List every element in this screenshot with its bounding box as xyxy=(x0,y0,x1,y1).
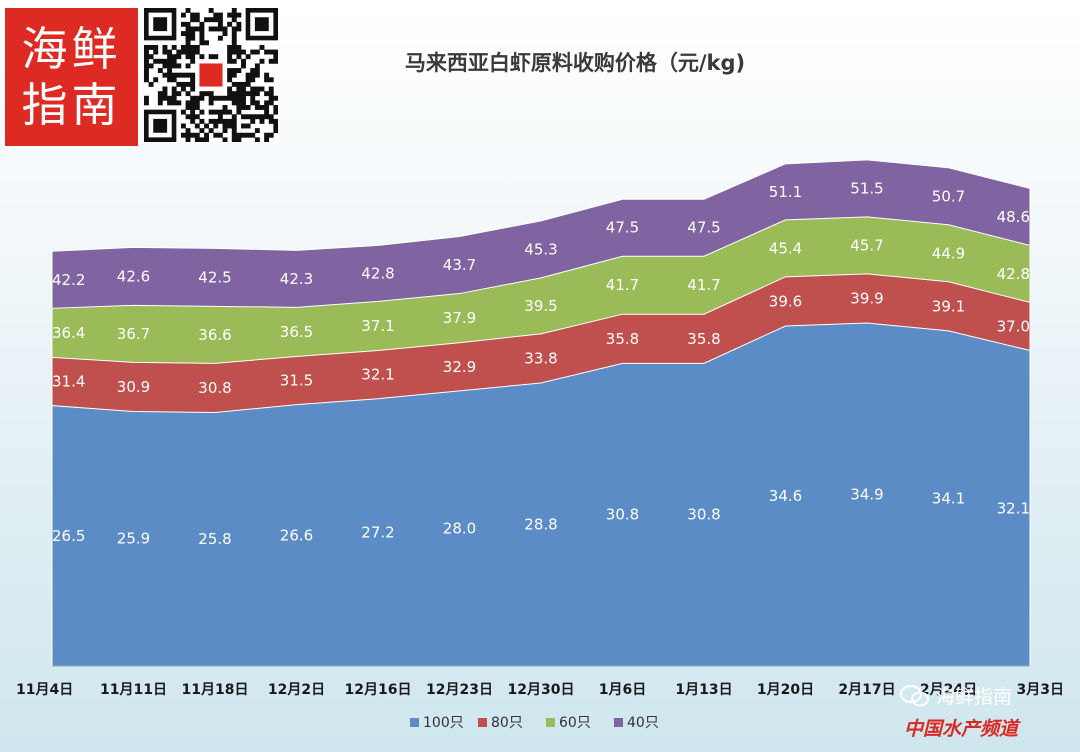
legend-swatch-2 xyxy=(546,718,555,727)
data-label-1-1: 30.9 xyxy=(117,378,150,396)
logo-line-1: 海鲜 xyxy=(21,22,122,76)
data-label-2-5: 37.9 xyxy=(443,309,476,327)
data-label-3-7: 47.5 xyxy=(606,219,639,237)
x-tick-label-10: 2月17日 xyxy=(838,682,895,698)
x-tick-label-12: 3月3日 xyxy=(1017,682,1064,698)
x-tick-label-1: 11月11日 xyxy=(100,682,167,698)
data-label-0-8: 30.8 xyxy=(687,506,720,524)
data-label-2-1: 36.7 xyxy=(117,325,150,343)
x-tick-label-8: 1月13日 xyxy=(675,682,732,698)
data-label-3-6: 45.3 xyxy=(524,240,557,258)
data-label-1-8: 35.8 xyxy=(687,330,720,348)
x-tick-label-6: 12月30日 xyxy=(508,682,575,698)
legend-label-2: 60只 xyxy=(559,715,591,731)
data-label-3-1: 42.6 xyxy=(117,267,150,285)
data-label-1-6: 33.8 xyxy=(524,349,557,367)
data-label-0-5: 28.0 xyxy=(443,519,476,537)
x-tick-label-4: 12月16日 xyxy=(345,682,412,698)
x-tick-label-7: 1月6日 xyxy=(599,682,646,698)
data-label-0-0: 26.5 xyxy=(52,527,85,545)
data-label-3-10: 51.5 xyxy=(850,179,883,197)
data-label-1-7: 35.8 xyxy=(606,330,639,348)
data-label-3-2: 42.5 xyxy=(198,268,231,286)
data-label-0-6: 28.8 xyxy=(524,515,557,533)
data-label-0-2: 25.8 xyxy=(198,530,231,548)
data-label-1-5: 32.9 xyxy=(443,358,476,376)
data-label-2-0: 36.4 xyxy=(52,324,85,342)
data-label-3-12: 48.6 xyxy=(997,208,1030,226)
data-label-1-9: 39.6 xyxy=(769,292,802,310)
data-label-1-0: 31.4 xyxy=(52,373,85,391)
x-tick-label-9: 1月20日 xyxy=(757,682,814,698)
legend-label-1: 80只 xyxy=(491,715,523,731)
data-label-2-2: 36.6 xyxy=(198,326,231,344)
data-label-3-3: 42.3 xyxy=(280,270,313,288)
data-label-2-11: 44.9 xyxy=(932,244,965,262)
x-tick-label-0: 11月4日 xyxy=(16,682,73,698)
data-label-2-12: 42.8 xyxy=(997,265,1030,283)
area-series-0 xyxy=(51,322,1031,667)
data-label-0-3: 26.6 xyxy=(280,526,313,544)
data-label-3-5: 43.7 xyxy=(443,256,476,274)
legend-swatch-1 xyxy=(478,718,487,727)
data-label-0-7: 30.8 xyxy=(606,506,639,524)
legend: 100只 80只 60只 40只 xyxy=(410,715,659,731)
watermark-subtitle: 中国水产频道 xyxy=(904,718,1019,740)
legend-swatch-0 xyxy=(410,718,419,727)
data-label-2-8: 41.7 xyxy=(687,276,720,294)
data-label-1-12: 37.0 xyxy=(997,317,1030,335)
data-label-0-1: 25.9 xyxy=(117,530,150,548)
data-label-2-7: 41.7 xyxy=(606,276,639,294)
watermark-name: 海鲜指南 xyxy=(936,686,1013,708)
data-label-3-11: 50.7 xyxy=(932,187,965,205)
data-label-2-4: 37.1 xyxy=(361,317,394,335)
legend-swatch-3 xyxy=(614,718,623,727)
data-label-3-4: 42.8 xyxy=(361,264,394,282)
logo-line-2: 指南 xyxy=(21,78,122,132)
data-label-2-6: 39.5 xyxy=(524,297,557,315)
chat-bubble-icon xyxy=(900,685,929,707)
data-label-1-10: 39.9 xyxy=(850,289,883,307)
data-label-2-3: 36.5 xyxy=(280,323,313,341)
x-tick-label-11: 2月24日 xyxy=(920,682,977,698)
data-label-0-12: 32.1 xyxy=(997,499,1030,517)
data-label-0-4: 27.2 xyxy=(361,523,394,541)
data-label-1-11: 39.1 xyxy=(932,297,965,315)
data-label-2-9: 45.4 xyxy=(769,239,802,257)
watermark: 海鲜指南 中国水产频道 xyxy=(896,680,1076,748)
data-label-1-2: 30.8 xyxy=(198,379,231,397)
data-label-0-10: 34.9 xyxy=(850,486,883,504)
data-label-1-4: 32.1 xyxy=(361,366,394,384)
data-label-3-9: 51.1 xyxy=(769,183,802,201)
data-label-3-8: 47.5 xyxy=(687,219,720,237)
data-label-1-3: 31.5 xyxy=(280,372,313,390)
x-tick-label-3: 12月2日 xyxy=(268,682,325,698)
data-label-0-11: 34.1 xyxy=(932,489,965,507)
legend-label-0: 100只 xyxy=(423,715,464,731)
x-tick-label-2: 11月18日 xyxy=(182,682,249,698)
chart-title: 马来西亚白虾原料收购价格（元/kg) xyxy=(405,51,745,75)
x-tick-label-5: 12月23日 xyxy=(426,682,493,698)
qr-code xyxy=(144,8,278,142)
data-label-2-10: 45.7 xyxy=(850,236,883,254)
data-label-3-0: 42.2 xyxy=(52,271,85,289)
legend-label-3: 40只 xyxy=(627,715,659,731)
data-label-0-9: 34.6 xyxy=(769,487,802,505)
brand-logo: 海鲜 指南 xyxy=(5,8,138,146)
